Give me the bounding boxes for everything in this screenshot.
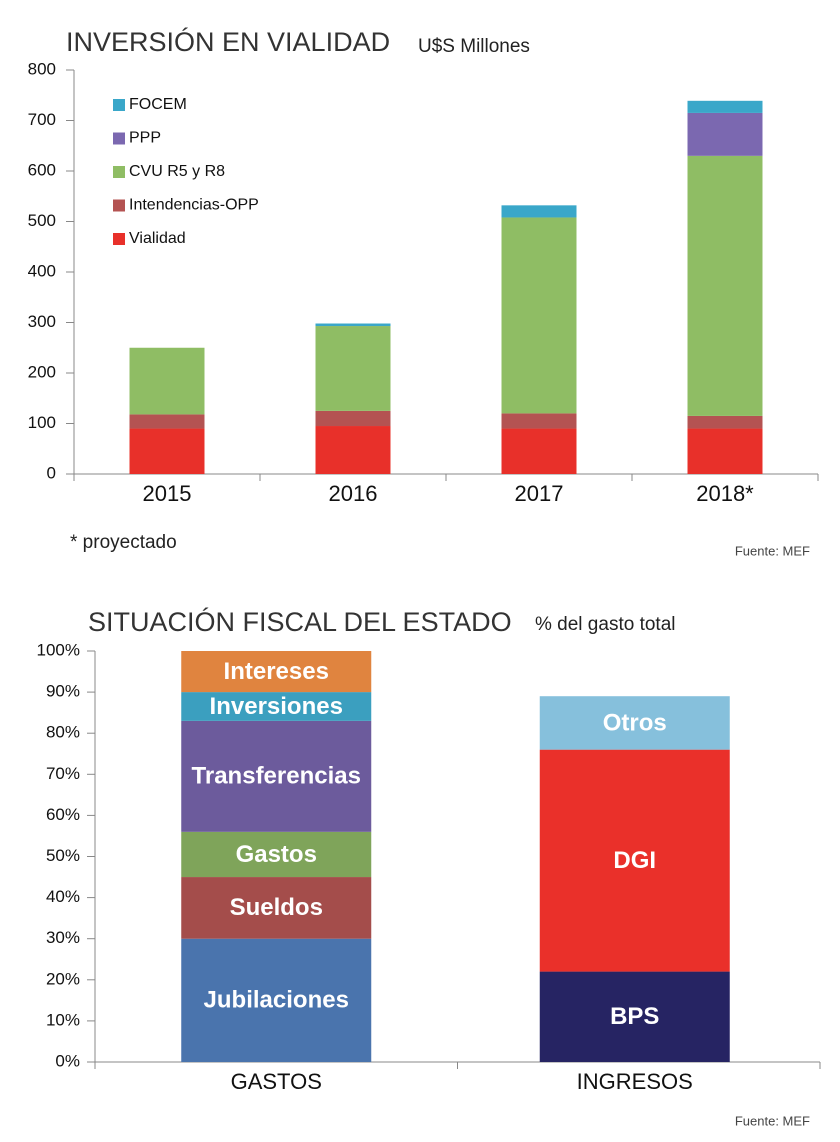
segment-label: Transferencias: [192, 763, 361, 790]
bar-segment: [181, 692, 372, 721]
bar-segment: [181, 938, 372, 1062]
bar-segment: [501, 428, 577, 474]
bar-segment: [687, 428, 763, 474]
bar-segment: [315, 326, 391, 411]
segment-label: Intereses: [224, 658, 329, 685]
y-tick-label: 800: [28, 59, 56, 78]
legend-swatch: [113, 166, 125, 178]
y-tick-label: 70%: [46, 764, 80, 783]
bar-segment: [501, 217, 577, 414]
bar-segment: [181, 877, 372, 939]
segment-label: DGI: [613, 847, 656, 874]
chart-title: INVERSIÓN EN VIALIDAD: [66, 26, 390, 57]
x-tick-label: 2016: [329, 481, 378, 506]
x-tick-label: INGRESOS: [577, 1069, 693, 1094]
legend-swatch: [113, 233, 125, 245]
segment-label: Jubilaciones: [204, 987, 349, 1014]
y-tick-label: 200: [28, 362, 56, 381]
y-tick-label: 40%: [46, 887, 80, 906]
y-tick-label: 500: [28, 211, 56, 230]
chart-title: SITUACIÓN FISCAL DEL ESTADO: [88, 606, 512, 637]
bar-segment: [687, 155, 763, 416]
segment-label: Gastos: [236, 841, 317, 868]
bar-segment: [501, 205, 577, 218]
legend-swatch: [113, 99, 125, 111]
bar-segment: [129, 347, 205, 415]
segment-label: Inversiones: [210, 693, 343, 720]
y-tick-label: 100%: [37, 640, 80, 659]
bar-segment: [315, 323, 391, 327]
y-tick-label: 0%: [55, 1051, 80, 1070]
x-tick-label: 2018*: [696, 481, 754, 506]
bar-segment: [687, 415, 763, 429]
bar-segment: [315, 410, 391, 427]
source: Fuente: MEF: [735, 543, 810, 558]
bar-segment: [687, 112, 763, 156]
legend-label: Intendencias-OPP: [129, 197, 259, 214]
legend-swatch: [113, 199, 125, 212]
bar-segment: [129, 428, 205, 474]
bar-segment: [539, 696, 730, 750]
bar-segment: [129, 414, 205, 429]
chart-subtitle: % del gasto total: [535, 614, 675, 635]
y-tick-label: 600: [28, 160, 56, 179]
y-tick-label: 100: [28, 413, 56, 432]
y-tick-label: 80%: [46, 723, 80, 742]
x-tick-label: GASTOS: [231, 1069, 322, 1094]
y-tick-label: 60%: [46, 805, 80, 824]
y-tick-label: 50%: [46, 846, 80, 865]
legend-swatch: [113, 132, 125, 145]
legend-label: FOCEM: [129, 96, 187, 113]
bar-segment: [181, 720, 372, 832]
y-tick-label: 700: [28, 110, 56, 129]
segment-label: Otros: [603, 709, 667, 736]
segment-label: BPS: [610, 1003, 659, 1030]
segment-label: Sueldos: [230, 894, 323, 921]
bar-segment: [539, 971, 730, 1062]
y-tick-label: 90%: [46, 682, 80, 701]
legend-label: PPP: [129, 130, 161, 147]
y-tick-label: 10%: [46, 1010, 80, 1029]
bar-segment: [181, 831, 372, 878]
y-tick-label: 30%: [46, 928, 80, 947]
bar-segment: [315, 426, 391, 474]
bar-segment: [539, 749, 730, 972]
legend-label: Vialidad: [129, 230, 186, 247]
y-tick-label: 300: [28, 312, 56, 331]
legend-label: CVU R5 y R8: [129, 163, 225, 180]
bar-segment: [501, 413, 577, 429]
y-tick-label: 20%: [46, 969, 80, 988]
source: Fuente: MEF: [735, 1113, 810, 1128]
note: * proyectado: [70, 532, 177, 553]
x-tick-label: 2017: [515, 481, 564, 506]
y-tick-label: 0: [47, 463, 56, 482]
chart-subtitle: U$S Millones: [418, 36, 530, 57]
bar-segment: [687, 100, 763, 113]
x-tick-label: 2015: [143, 481, 192, 506]
bar-segment: [181, 651, 372, 693]
y-tick-label: 400: [28, 261, 56, 280]
